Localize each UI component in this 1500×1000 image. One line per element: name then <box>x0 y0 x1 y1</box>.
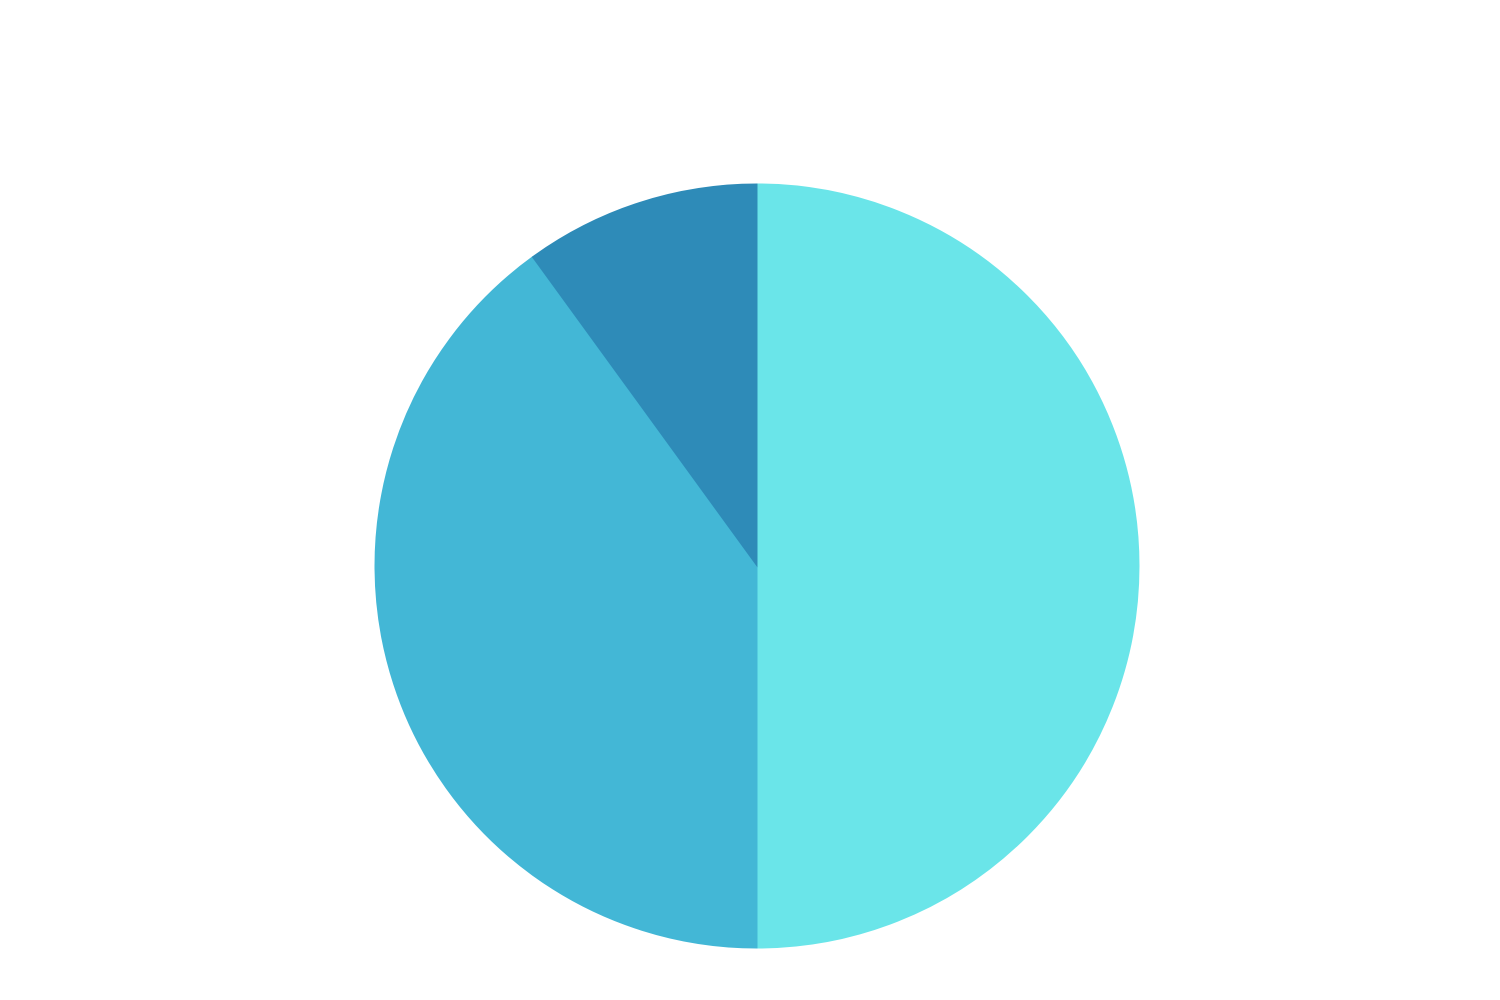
pie-slice-1 <box>756 183 1140 949</box>
pie-slice-2 <box>374 256 758 949</box>
pie-slice-3 <box>531 183 758 568</box>
pie-slices <box>374 183 1140 949</box>
